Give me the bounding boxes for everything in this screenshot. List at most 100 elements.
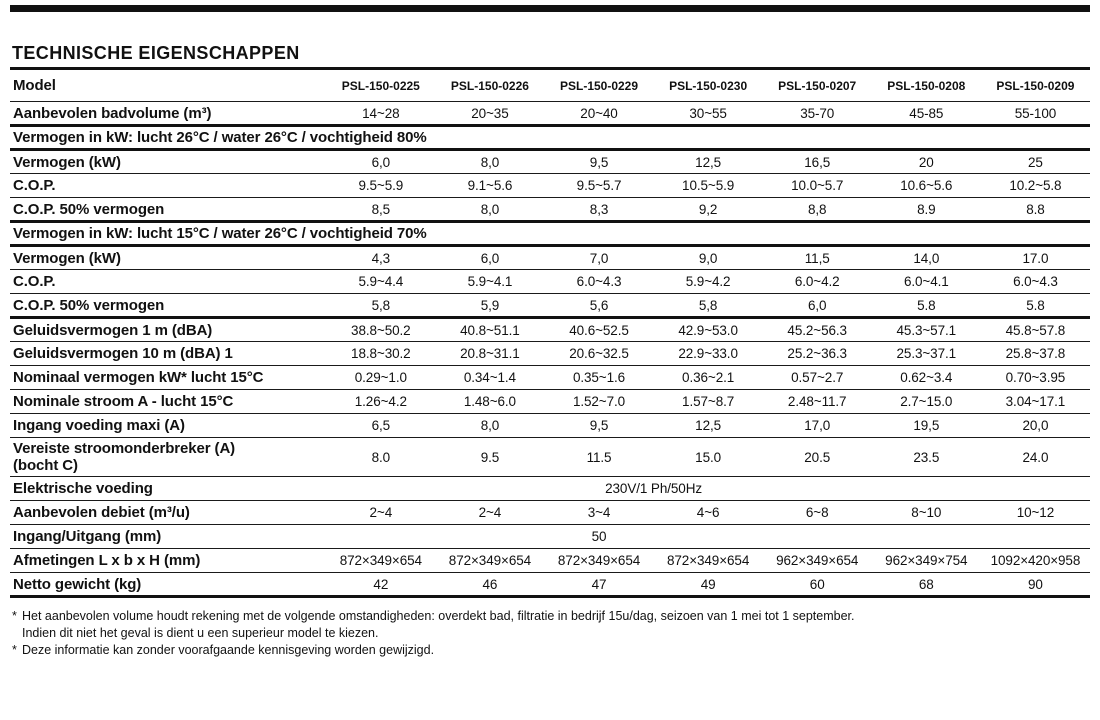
- table-row: Nominale stroom A - lucht 15°C 1.26~4.2 1.…: [10, 389, 1090, 414]
- column-header-psl-150-0208: PSL-150-0208: [871, 67, 981, 102]
- spec-cell: 25.8~37.8: [980, 341, 1090, 366]
- spec-cell: 19,5: [871, 413, 981, 438]
- spec-cell: 8.8: [980, 197, 1090, 222]
- spec-cell: 14,0: [871, 244, 981, 270]
- spec-cell: 4,3: [326, 244, 436, 270]
- spec-cell: 12,5: [653, 148, 763, 174]
- spec-cell: 2.48~11.7: [762, 389, 872, 414]
- spec-cell: 6.0~4.3: [980, 269, 1090, 294]
- spec-cell: 0.35~1.6: [544, 365, 654, 390]
- spec-cell: 20~35: [435, 101, 545, 126]
- table-row: C.O.P. 50% vermogen 8,5 8,0 8,3 9,2 8,8 8.9 8.8: [10, 197, 1090, 222]
- spec-cell: 10.6~5.6: [871, 173, 981, 198]
- spec-table: Model PSL-150-0225 PSL-150-0226 PSL-150-022…: [10, 67, 1090, 598]
- spec-cell: 45.3~57.1: [871, 316, 981, 342]
- spec-cell: 8,0: [435, 413, 545, 438]
- spec-cell: 9.5~5.7: [544, 173, 654, 198]
- spec-cell: 5.8: [980, 293, 1090, 318]
- spec-cell: 9.5~5.9: [326, 173, 436, 198]
- spec-cell: 10~12: [980, 500, 1090, 525]
- spec-cell: 0.36~2.1: [653, 365, 763, 390]
- table-row: Aanbevolen badvolume (m³) 14~28 20~35 20~40…: [10, 101, 1090, 126]
- spec-cell: 20.6~32.5: [544, 341, 654, 366]
- spec-cell: 6,0: [326, 148, 436, 174]
- spec-cell: 35-70: [762, 101, 872, 126]
- row-label: Geluidsvermogen 1 m (dBA): [10, 316, 327, 342]
- row-label: C.O.P. 50% vermogen: [10, 197, 327, 222]
- spec-cell: 46: [435, 572, 545, 597]
- spec-cell: 4~6: [653, 500, 763, 525]
- spec-cell: 45.2~56.3: [762, 316, 872, 342]
- spec-cell: 0.57~2.7: [762, 365, 872, 390]
- spec-cell: 20.8~31.1: [435, 341, 545, 366]
- section-row: Vermogen in kW: lucht 15°C / water 26°C …: [10, 220, 1090, 246]
- spec-cell: 9,5: [544, 413, 654, 438]
- table-row: Vermogen (kW) 4,3 6,0 7,0 9,0 11,5 14,0 17.0: [10, 244, 1090, 270]
- spec-cell: 5,6: [544, 293, 654, 318]
- row-label: Nominaal vermogen kW* lucht 15°C: [10, 365, 327, 390]
- spec-cell: 962×349×754: [871, 548, 981, 573]
- column-header-psl-150-0230: PSL-150-0230: [653, 67, 763, 102]
- spec-cell: 230V/1 Ph/50Hz: [544, 476, 763, 501]
- spec-cell: 11.5: [544, 437, 654, 477]
- spec-cell: 49: [653, 572, 763, 597]
- footnote-marker: [12, 625, 22, 642]
- spec-cell-empty: [871, 476, 981, 501]
- spec-cell: 1.48~6.0: [435, 389, 545, 414]
- spec-cell: 2.7~15.0: [871, 389, 981, 414]
- spec-cell: 5.9~4.4: [326, 269, 436, 294]
- spec-cell-empty: [871, 524, 981, 549]
- row-label: Aanbevolen badvolume (m³): [10, 101, 327, 126]
- row-label: Vermogen (kW): [10, 148, 327, 174]
- section-header: Vermogen in kW: lucht 26°C / water 26°C …: [10, 124, 1090, 150]
- footnote-marker: *: [12, 609, 17, 623]
- spec-cell: 2~4: [326, 500, 436, 525]
- table-row: Aanbevolen debiet (m³/u) 2~4 2~4 3~4 4~6 6~8 8…: [10, 500, 1090, 525]
- spec-cell: 10.0~5.7: [762, 173, 872, 198]
- spec-cell-empty: [653, 524, 763, 549]
- spec-cell: 8,0: [435, 148, 545, 174]
- table-row: Ingang/Uitgang (mm) 50: [10, 524, 1090, 549]
- table-row: Vereiste stroomonderbreker (A) (bocht C)…: [10, 437, 1090, 477]
- spec-cell: 9.5: [435, 437, 545, 477]
- spec-cell: 6,0: [762, 293, 872, 318]
- table-header-row: Model PSL-150-0225 PSL-150-0226 PSL-150-022…: [10, 67, 1090, 102]
- spec-cell: 38.8~50.2: [326, 316, 436, 342]
- row-label: Nominale stroom A - lucht 15°C: [10, 389, 327, 414]
- spec-cell: 8,3: [544, 197, 654, 222]
- spec-cell: 6.0~4.3: [544, 269, 654, 294]
- spec-cell: 8.9: [871, 197, 981, 222]
- spec-cell: 6,0: [435, 244, 545, 270]
- table-row: Nominaal vermogen kW* lucht 15°C 0.29~1.0…: [10, 365, 1090, 390]
- spec-cell: 45.8~57.8: [980, 316, 1090, 342]
- spec-cell: 12,5: [653, 413, 763, 438]
- spec-cell: 1.26~4.2: [326, 389, 436, 414]
- top-rule: [10, 5, 1090, 12]
- spec-cell: 2~4: [435, 500, 545, 525]
- spec-cell: 5.9~4.2: [653, 269, 763, 294]
- spec-cell: 50: [544, 524, 654, 549]
- row-label: Aanbevolen debiet (m³/u): [10, 500, 327, 525]
- column-header-psl-150-0209: PSL-150-0209: [980, 67, 1090, 102]
- column-header-psl-150-0225: PSL-150-0225: [326, 67, 436, 102]
- row-label: Ingang voeding maxi (A): [10, 413, 327, 438]
- spec-cell: 24.0: [980, 437, 1090, 477]
- table-row: Geluidsvermogen 10 m (dBA) 1 18.8~30.2 20.…: [10, 341, 1090, 366]
- spec-cell: 8~10: [871, 500, 981, 525]
- column-header-model: Model: [10, 67, 327, 102]
- spec-cell: 90: [980, 572, 1090, 597]
- spec-cell: 9,5: [544, 148, 654, 174]
- footnote-line: * Deze informatie kan zonder voorafgaande…: [12, 642, 1090, 659]
- spec-cell: 20: [871, 148, 981, 174]
- table-row: Vermogen (kW) 6,0 8,0 9,5 12,5 16,5 20 25: [10, 148, 1090, 174]
- spec-cell: 8,5: [326, 197, 436, 222]
- table-row: Geluidsvermogen 1 m (dBA) 38.8~50.2 40.8~5…: [10, 316, 1090, 342]
- row-label: Geluidsvermogen 10 m (dBA) 1: [10, 341, 327, 366]
- spec-cell: 42.9~53.0: [653, 316, 763, 342]
- spec-cell-empty: [762, 476, 872, 501]
- spec-cell: 9,0: [653, 244, 763, 270]
- spec-cell: 9,2: [653, 197, 763, 222]
- spec-cell: 10.2~5.8: [980, 173, 1090, 198]
- column-header-psl-150-0229: PSL-150-0229: [544, 67, 654, 102]
- spec-cell: 872×349×654: [326, 548, 436, 573]
